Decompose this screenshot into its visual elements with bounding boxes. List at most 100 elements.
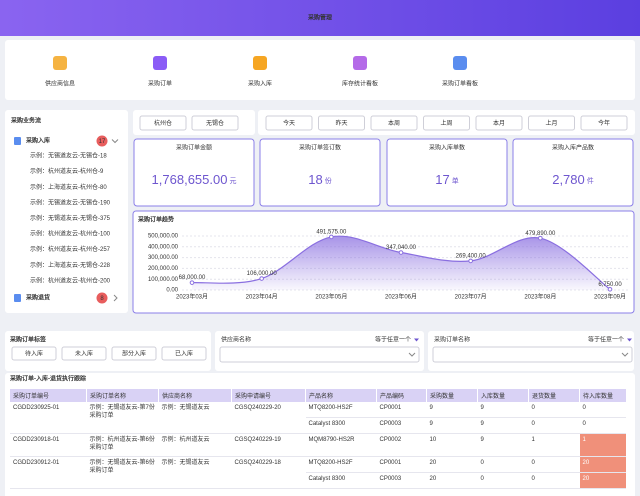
cell: 0 [528, 417, 580, 434]
filter-operator: 等于任意一个 [588, 336, 624, 344]
cell: CGDD230918-01 [10, 433, 87, 457]
cell: CP0001 [376, 402, 427, 418]
y-tick-label: 400,000.00 [148, 244, 179, 250]
point [468, 258, 473, 264]
button[interactable] [11, 346, 57, 361]
tags-card [5, 331, 211, 371]
header-row: 采购订单编号 采购订单名称 供应商名称 采购申请编号 产品名称 产品编码 采购数量 入库数量退… [10, 389, 626, 402]
group-icon [14, 294, 21, 302]
x-tick-label: 2023年03月 [176, 293, 208, 301]
workflow-item: 示例：杭州道友云-杭州仓-200 [30, 276, 111, 284]
table-wrap: 采购订单编号 采购订单名称 供应商名称 采购申请编号 产品名称 产品编码 采购数量 入库数量退… [10, 389, 626, 496]
cell: CP0001 [376, 456, 427, 473]
cell: 0 [477, 472, 529, 489]
kpi-value: 18 [308, 172, 322, 187]
nav-icon[interactable] [353, 56, 367, 70]
kpi-unit: 单 [452, 176, 459, 185]
data-label: 68,000.00 [179, 275, 206, 281]
data-label: 269,400.00 [456, 253, 487, 259]
y-tick-label: 500,000.00 [148, 234, 179, 240]
kpi-card [259, 138, 381, 207]
x-tick-label: 2023年06月 [385, 293, 417, 301]
button-label: 本月 [493, 119, 505, 127]
button[interactable] [528, 115, 575, 131]
column-header: 入库数量 [477, 389, 529, 402]
button[interactable] [475, 115, 523, 131]
cell: 9 [426, 402, 478, 418]
kpi-value-line: 2,780 件 [552, 172, 594, 187]
point [607, 286, 613, 292]
x-tick-label: 2023年05月 [315, 293, 347, 301]
kpi-unit: 份 [325, 176, 332, 185]
badge [96, 292, 108, 304]
cell: 示例：杭州道友云-第6份采购订单 [86, 433, 159, 457]
button[interactable] [318, 115, 365, 131]
nav-icon[interactable] [253, 56, 267, 70]
column-header: 待入库数量 [579, 389, 626, 402]
y-tick-label: 100,000.00 [148, 277, 179, 283]
button[interactable] [580, 115, 628, 131]
button[interactable] [61, 346, 107, 361]
button[interactable] [191, 115, 239, 131]
workflow-item: 示例：杭州道友云-杭州仓-9 [30, 167, 104, 175]
filter-operator: 等于任意一个 [375, 336, 411, 344]
nav-label: 采购入库 [248, 80, 272, 88]
button-label: 今天 [283, 119, 295, 127]
button-label: 昨天 [335, 119, 347, 127]
kpi-label: 采购入库单数 [429, 144, 465, 152]
kpi-label: 采购入库产品数 [552, 144, 594, 152]
cell: CGDD230925-01 [10, 402, 87, 434]
button[interactable] [265, 115, 313, 131]
nav-icon[interactable] [53, 56, 67, 70]
y-tick-label: 0.00 [166, 288, 178, 294]
button[interactable] [370, 115, 418, 131]
nav-icon[interactable] [153, 56, 167, 70]
data-label: 347,040.00 [386, 245, 417, 251]
cell: 示例：杭州道友云 [158, 433, 232, 457]
table-title: 采购订单-入库-退货执行跟踪 [10, 375, 86, 383]
badge-count: 17 [99, 139, 106, 145]
kpi-label: 采购订单金额 [176, 144, 212, 152]
button-label: 杭州仓 [154, 119, 172, 127]
point [398, 250, 404, 255]
workflow-title: 采购业务流 [11, 117, 41, 125]
operator-caret [414, 338, 419, 342]
workflow-item: 示例：无锡道友云-无锡仓-18 [30, 152, 107, 160]
column-header: 采购订单编号 [10, 389, 87, 402]
nav-icon[interactable] [453, 56, 467, 70]
tags-title: 采购订单标签 [10, 336, 47, 344]
cell: MQM8790-HS2R [305, 433, 377, 457]
operator-caret [627, 338, 632, 342]
cell: CP0003 [376, 472, 427, 489]
x-tick-label: 2023年09月 [594, 293, 626, 301]
data-table: 采购订单编号 采购订单名称 供应商名称 采购申请编号 产品名称 产品编码 采购数量 入库数量退… [10, 389, 626, 489]
table-row: Catalyst 8300 CP0003 9 9 0 0 [10, 417, 626, 434]
column-header: 产品编码 [376, 389, 427, 402]
kpi-card [133, 138, 255, 207]
nav-label: 供应商信息 [45, 80, 75, 88]
button-label: 今年 [598, 119, 610, 127]
select-box[interactable] [219, 346, 420, 363]
cell: 0 [477, 456, 529, 473]
kpi-value-line: 1,768,655.00 元 [152, 172, 237, 187]
button[interactable] [111, 346, 157, 361]
workflow-item: 示例：上海道友云-无锡仓-228 [30, 261, 111, 269]
cell: MTQ8200-HS2F [305, 402, 377, 418]
kpi-unit: 元 [229, 177, 236, 185]
button-label: 本周 [388, 119, 400, 127]
cell: CP0003 [376, 417, 427, 434]
filter-label: 采购订单名称 [434, 336, 470, 344]
data-label: 491,575.00 [316, 229, 347, 235]
table-row: Catalyst 8300 CP0003 20 0 0 20 [10, 472, 626, 489]
kpi-value: 2,780 [552, 172, 585, 187]
button[interactable] [139, 115, 187, 131]
nav-label: 采购订单 [148, 80, 172, 88]
button[interactable] [161, 346, 207, 361]
cell: 示例：无锡道友云 [158, 456, 232, 489]
cell: MTQ8200-HS2F [305, 456, 377, 473]
workflow-item: 示例：上海道友云-杭州仓-80 [30, 183, 107, 191]
button[interactable] [423, 115, 470, 131]
button-label: 已入库 [175, 350, 193, 358]
chart-title: 采购订单趋势 [138, 216, 174, 224]
select-box[interactable] [432, 346, 633, 363]
